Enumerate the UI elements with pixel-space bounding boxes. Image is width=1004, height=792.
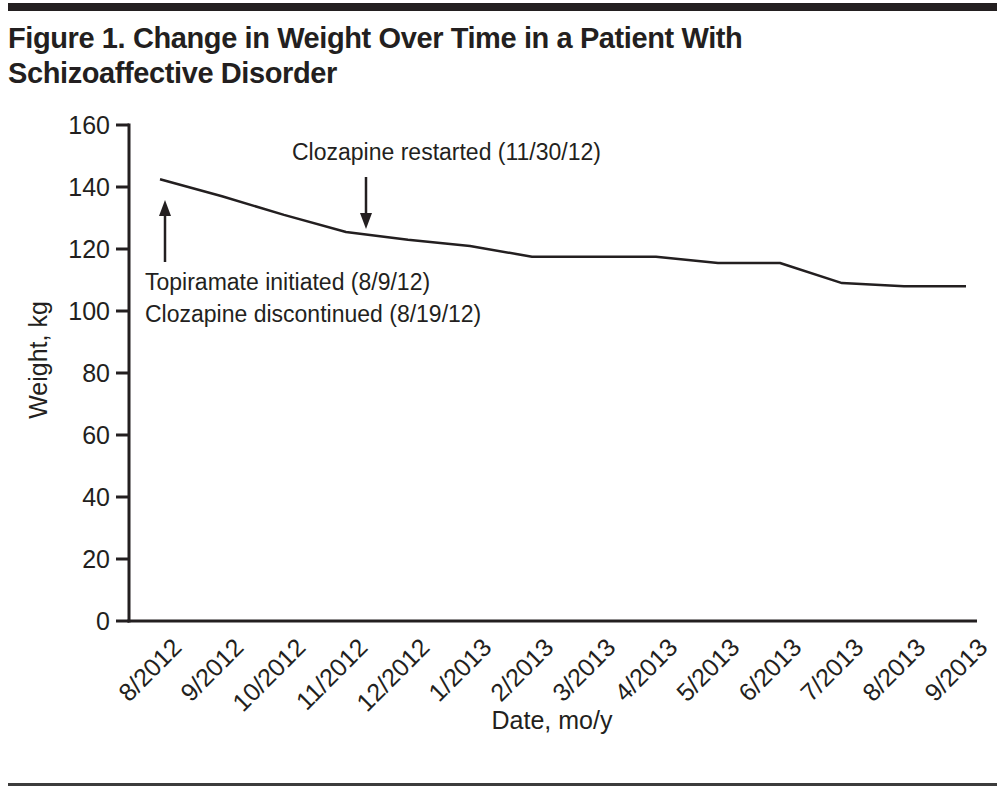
y-tick-label: 0: [96, 607, 110, 635]
journal-figure: Figure 1. Change in Weight Over Time in …: [0, 0, 1004, 792]
annotation-clozapine-discontinued: Clozapine discontinued (8/19/12): [145, 298, 481, 330]
y-tick-label: 140: [68, 173, 110, 201]
y-tick-label: 100: [68, 297, 110, 325]
y-tick-label: 60: [82, 421, 110, 449]
down-arrow-icon: [360, 213, 372, 229]
bottom-rule: [8, 783, 997, 786]
x-tick-label: 5/2013: [671, 633, 745, 707]
y-tick-label: 20: [82, 545, 110, 573]
y-tick-label: 40: [82, 483, 110, 511]
x-tick-label: 9/2013: [919, 633, 993, 707]
x-tick-label: 4/2013: [609, 633, 683, 707]
up-arrow-icon: [159, 200, 171, 216]
x-axis-title: Date, mo/y: [252, 706, 852, 735]
x-tick-label: 8/2013: [857, 633, 931, 707]
annotation-clozapine-restarted: Clozapine restarted (11/30/12): [292, 136, 601, 168]
x-tick-label: 2/2013: [485, 633, 559, 707]
y-tick-label: 120: [68, 235, 110, 263]
x-tick-label: 3/2013: [547, 633, 621, 707]
y-tick-label: 160: [68, 111, 110, 139]
annotation-topiramate-initiated: Topiramate initiated (8/9/12): [145, 266, 430, 298]
y-tick-label: 80: [82, 359, 110, 387]
x-tick-label: 6/2013: [733, 633, 807, 707]
x-tick-label: 8/2012: [113, 633, 187, 707]
x-tick-label: 1/2013: [423, 633, 497, 707]
x-tick-label: 7/2013: [795, 633, 869, 707]
y-axis-title: Weight, kg: [24, 260, 56, 460]
chart-canvas: 0204060801001201401608/20129/201210/2012…: [0, 0, 1004, 792]
